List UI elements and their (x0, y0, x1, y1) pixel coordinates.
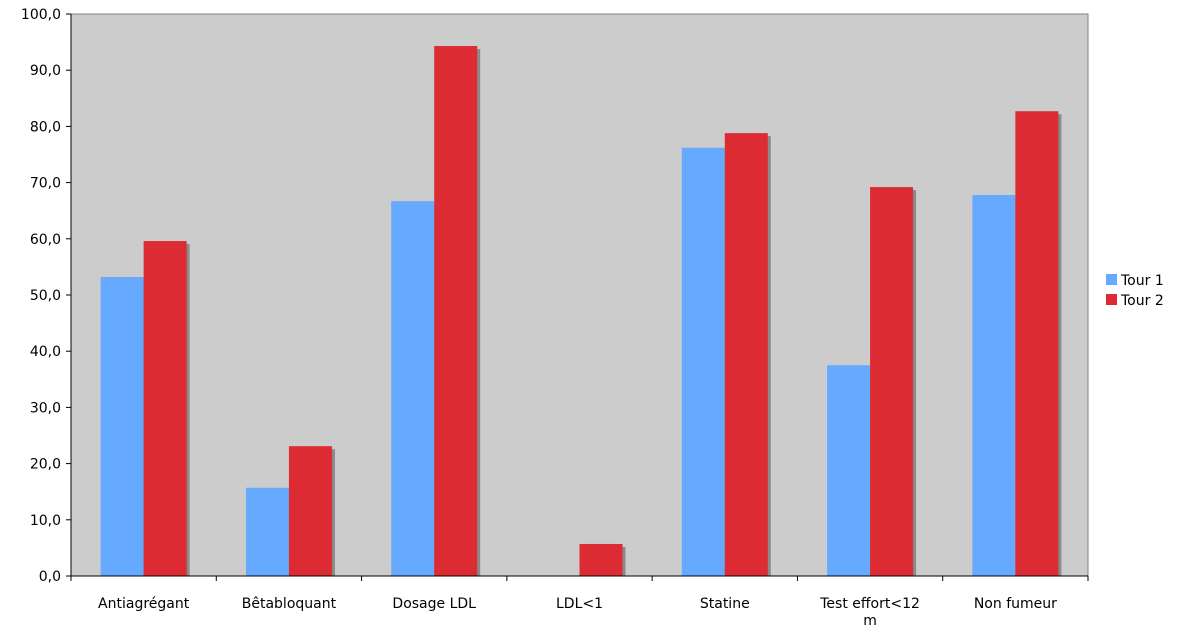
bar-tour-1-7 (972, 194, 1016, 577)
bar-tour-2-1 (143, 241, 187, 576)
y-tick-label: 20,0 (30, 457, 61, 473)
y-tick-label: 0,0 (39, 569, 61, 585)
bar-tour-1-6 (827, 365, 871, 576)
bars-group (100, 46, 1062, 577)
y-tick-label: 70,0 (30, 176, 61, 192)
x-tick-label: Test effort<12 m (819, 596, 920, 629)
legend-swatch-tour-1 (1106, 274, 1117, 285)
legend-swatch-tour-2 (1106, 294, 1117, 305)
bar-tour-2-5 (724, 133, 768, 577)
bar-tour-2-6 (870, 187, 914, 576)
x-tick-label: Statine (700, 596, 750, 612)
y-tick-label: 30,0 (30, 400, 61, 416)
bar-tour-1-3 (391, 201, 435, 576)
x-tick-label: Dosage LDL (392, 596, 476, 612)
y-tick-label: 100,0 (21, 7, 61, 23)
bar-tour-1-1 (100, 277, 144, 576)
bar-tour-2-2 (288, 446, 332, 576)
bar-tour-2-3 (434, 46, 478, 577)
bar-tour-1-2 (245, 487, 289, 576)
plot-area (70, 13, 1089, 577)
bar-tour-2-7 (1015, 111, 1059, 576)
x-tick-label: Non fumeur (974, 596, 1057, 612)
y-tick-label: 50,0 (30, 288, 61, 304)
x-tick-label: LDL<1 (556, 596, 603, 612)
y-tick-label: 90,0 (30, 63, 61, 79)
y-tick-label: 80,0 (30, 119, 61, 135)
legend: Tour 1 Tour 2 (1106, 273, 1164, 309)
x-tick-label: Antiagrégant (98, 596, 190, 612)
bar-tour-2-4 (579, 543, 623, 576)
bar-tour-1-5 (681, 147, 725, 577)
legend-label-tour-1: Tour 1 (1120, 273, 1164, 289)
axes-group: 0,0 10,0 20,0 30,0 40,0 50,0 60,0 70,0 80,0 90,0 1… (21, 7, 1089, 629)
y-tick-label: 40,0 (30, 344, 61, 360)
y-tick-label: 10,0 (30, 513, 61, 529)
y-tick-label: 60,0 (30, 232, 61, 248)
x-tick-label: Bêtabloquant (242, 596, 337, 612)
legend-label-tour-2: Tour 2 (1120, 293, 1164, 309)
